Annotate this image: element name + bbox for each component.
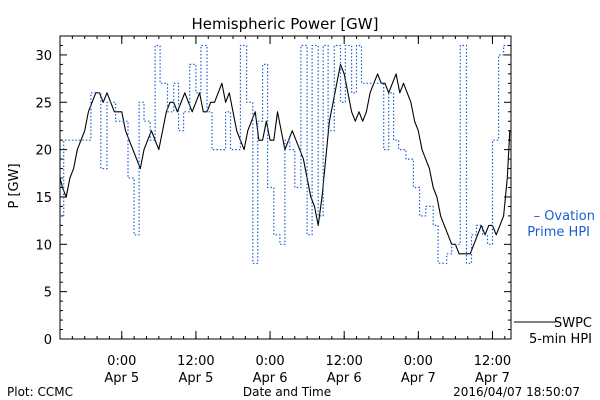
x-tick-label: 0:00: [107, 354, 136, 369]
chart-title: Hemispheric Power [GW]: [192, 15, 379, 33]
series-group: [59, 44, 511, 264]
x-axis-label: Date and Time: [243, 385, 331, 399]
legend-swpc-line1: SWPC: [554, 316, 592, 331]
legend-ovation-line1: – Ovation: [534, 209, 595, 224]
x-tick-date: Apr 6: [327, 371, 362, 386]
y-tick-label: 5: [44, 286, 52, 301]
plot-frame: [59, 35, 512, 340]
x-tick-date: Apr 6: [253, 371, 288, 386]
plot-timestamp: 2016/04/07 18:50:07: [453, 385, 580, 399]
y-tick-label: 10: [35, 238, 52, 253]
x-tick-label: 0:00: [255, 354, 284, 369]
x-tick-label: 0:00: [404, 354, 433, 369]
legend-ovation-line2: Prime HPI: [527, 225, 590, 240]
y-tick-label: 25: [35, 96, 52, 111]
legend-swpc-line2: 5-min HPI: [529, 332, 592, 347]
series-line-ovation: [60, 44, 509, 264]
x-tick-label: 12:00: [474, 354, 511, 369]
x-tick-date: Apr 7: [401, 371, 436, 386]
plot-area: [59, 35, 512, 340]
axis-ticks: 0 5 10 15 20 25 30 0:00 Apr 5 12:00 Apr 5 0:00 Apr 6…: [35, 35, 511, 386]
plot-credit: Plot: CCMC: [7, 385, 73, 399]
y-axis-label: P [GW]: [7, 163, 22, 208]
x-tick-label: 12:00: [325, 354, 362, 369]
y-tick-label: 20: [35, 144, 52, 159]
x-tick-label: 12:00: [177, 354, 214, 369]
x-tick-date: Apr 5: [104, 371, 139, 386]
y-tick-label: 0: [44, 333, 52, 348]
x-tick-date: Apr 5: [178, 371, 213, 386]
y-tick-label: 30: [35, 49, 52, 64]
y-tick-label: 15: [35, 191, 52, 206]
x-tick-date: Apr 7: [475, 371, 510, 386]
series-line-swpc: [59, 63, 511, 255]
